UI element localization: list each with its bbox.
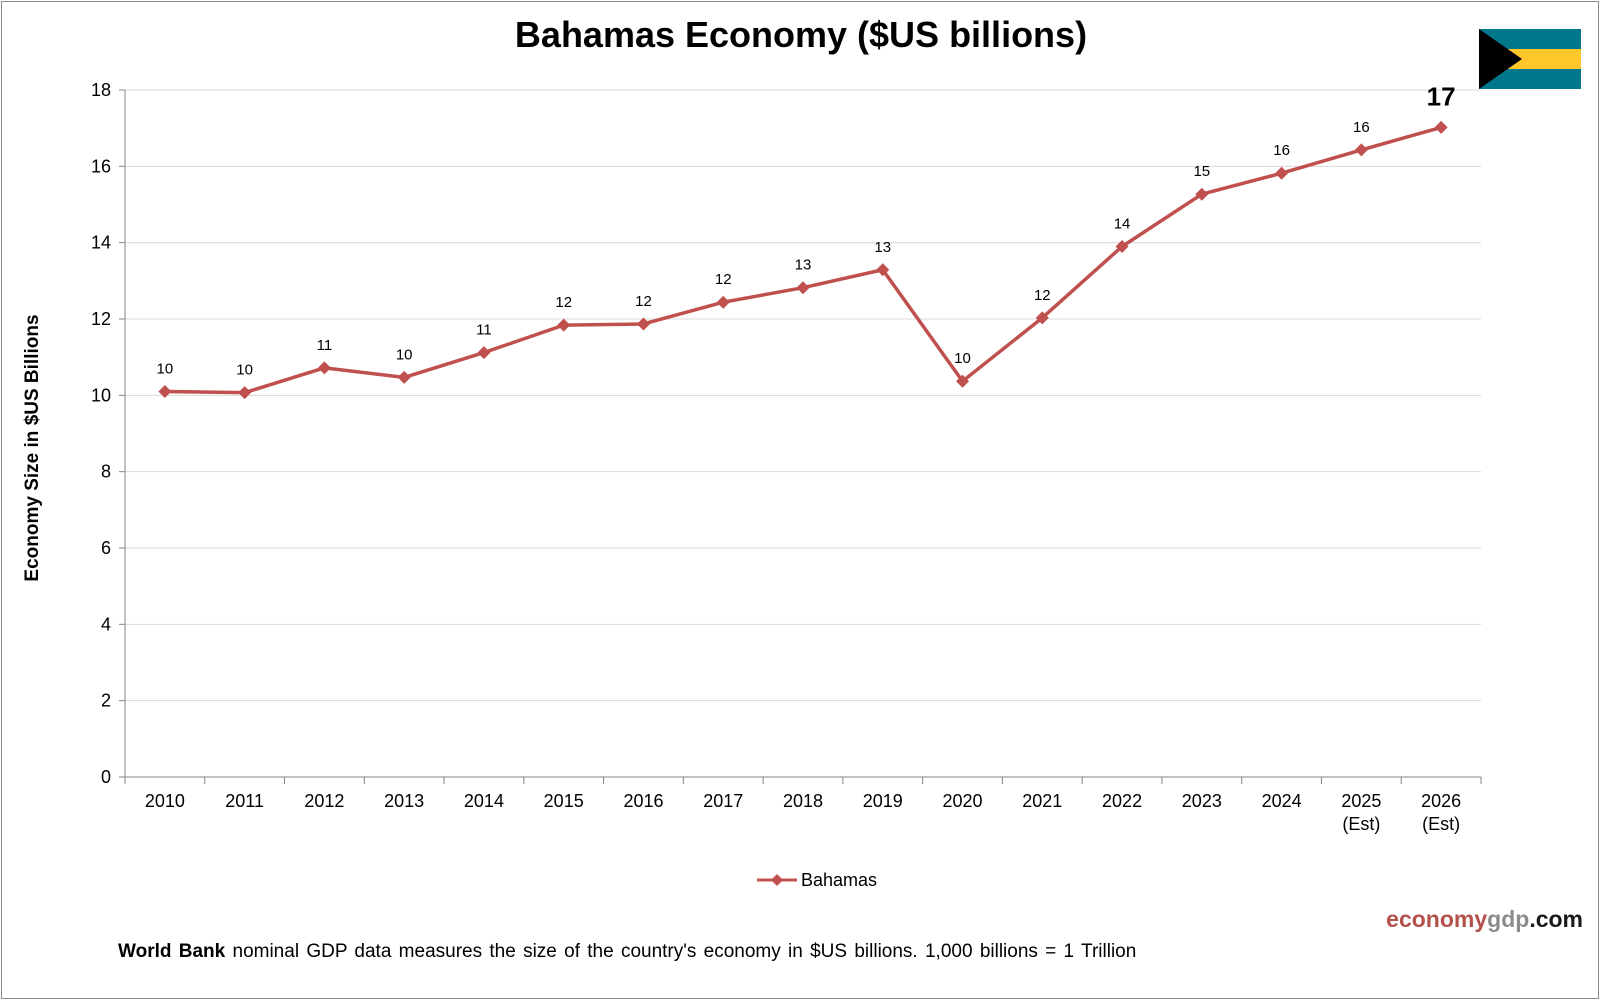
x-tick-label: 2026 (Est) (1421, 791, 1461, 834)
data-label: 11 (476, 322, 492, 339)
chart-title: Bahamas Economy ($US billions) (514, 14, 1088, 55)
x-tick-label: 2017 (703, 791, 743, 811)
y-axis-title: Economy Size in $US Billions (22, 314, 43, 582)
data-point (796, 281, 810, 295)
x-tick-label: 2015 (544, 791, 584, 811)
data-point (1275, 166, 1289, 180)
x-tick-label: 2012 (304, 791, 344, 811)
data-label: 10 (236, 362, 253, 379)
data-label: 12 (1034, 287, 1051, 304)
y-tick-label: 0 (101, 767, 111, 787)
y-tick-label: 6 (101, 538, 111, 558)
bahamas-flag-icon (1479, 29, 1581, 89)
flag-triangle (1479, 29, 1522, 89)
data-point (1434, 120, 1448, 134)
data-point (158, 385, 172, 399)
data-label: 11 (317, 337, 333, 354)
data-point (876, 263, 890, 277)
data-label: 16 (1353, 119, 1370, 136)
y-tick-label: 16 (91, 156, 111, 176)
y-tick-label: 14 (91, 233, 111, 253)
x-tick-label: 2014 (464, 791, 504, 811)
footnote-text: nominal GDP data measures the size of th… (225, 941, 1137, 962)
x-tick-label: 2022 (1102, 791, 1142, 811)
data-label: 12 (555, 294, 572, 311)
y-tick-label: 12 (91, 309, 111, 329)
brand-part-gdp: gdp (1487, 906, 1530, 932)
x-tick-label: 2024 (1262, 791, 1302, 811)
x-tick-label: 2019 (863, 791, 903, 811)
x-tick-label: 2018 (783, 791, 823, 811)
x-tick-label: 2020 (943, 791, 983, 811)
data-label: 10 (396, 346, 413, 363)
legend-marker (757, 874, 797, 886)
flag-stripe-bottom (1479, 69, 1581, 89)
data-label: 13 (874, 239, 891, 256)
data-point (1195, 187, 1209, 201)
data-point (557, 318, 571, 332)
y-tick-label: 10 (91, 385, 111, 405)
data-point (956, 374, 970, 388)
data-label: 10 (157, 361, 174, 378)
footnote-source: World Bank (118, 941, 226, 962)
brand-part-economy: economy (1386, 906, 1488, 932)
data-label: 15 (1193, 163, 1210, 180)
data-point (1115, 239, 1129, 253)
data-point (397, 370, 411, 384)
y-tick-label: 4 (101, 614, 111, 634)
y-tick-label: 18 (91, 80, 111, 100)
x-tick-label: 2016 (623, 791, 663, 811)
x-tick-label: 2023 (1182, 791, 1222, 811)
data-point (1354, 143, 1368, 157)
footnote: World Bank nominal GDP data measures the… (118, 941, 1136, 963)
data-label: 14 (1114, 215, 1131, 232)
data-point (636, 317, 650, 331)
data-label: 12 (635, 293, 652, 310)
data-label: 17 (1427, 81, 1456, 111)
data-point (1035, 311, 1049, 325)
x-tick-label: 2025 (Est) (1341, 791, 1381, 834)
x-tick-label: 2021 (1022, 791, 1062, 811)
x-tick-label: 2013 (384, 791, 424, 811)
data-point (238, 386, 252, 400)
y-tick-label: 2 (101, 691, 111, 711)
data-point (716, 295, 730, 309)
data-label: 12 (715, 271, 732, 288)
legend: Bahamas (757, 868, 877, 892)
legend-label: Bahamas (801, 869, 878, 890)
brand-part-com: .com (1529, 906, 1583, 932)
site-brand[interactable]: economygdp.com (1386, 906, 1583, 933)
data-point (317, 361, 331, 375)
x-tick-label: 2010 (145, 791, 185, 811)
data-label: 13 (795, 257, 812, 274)
flag-stripe-top (1479, 29, 1581, 49)
x-tick-label: 2011 (225, 791, 264, 811)
data-label: 16 (1273, 142, 1290, 159)
y-tick-label: 8 (101, 462, 111, 482)
data-point (477, 346, 491, 360)
data-label: 10 (954, 350, 971, 367)
